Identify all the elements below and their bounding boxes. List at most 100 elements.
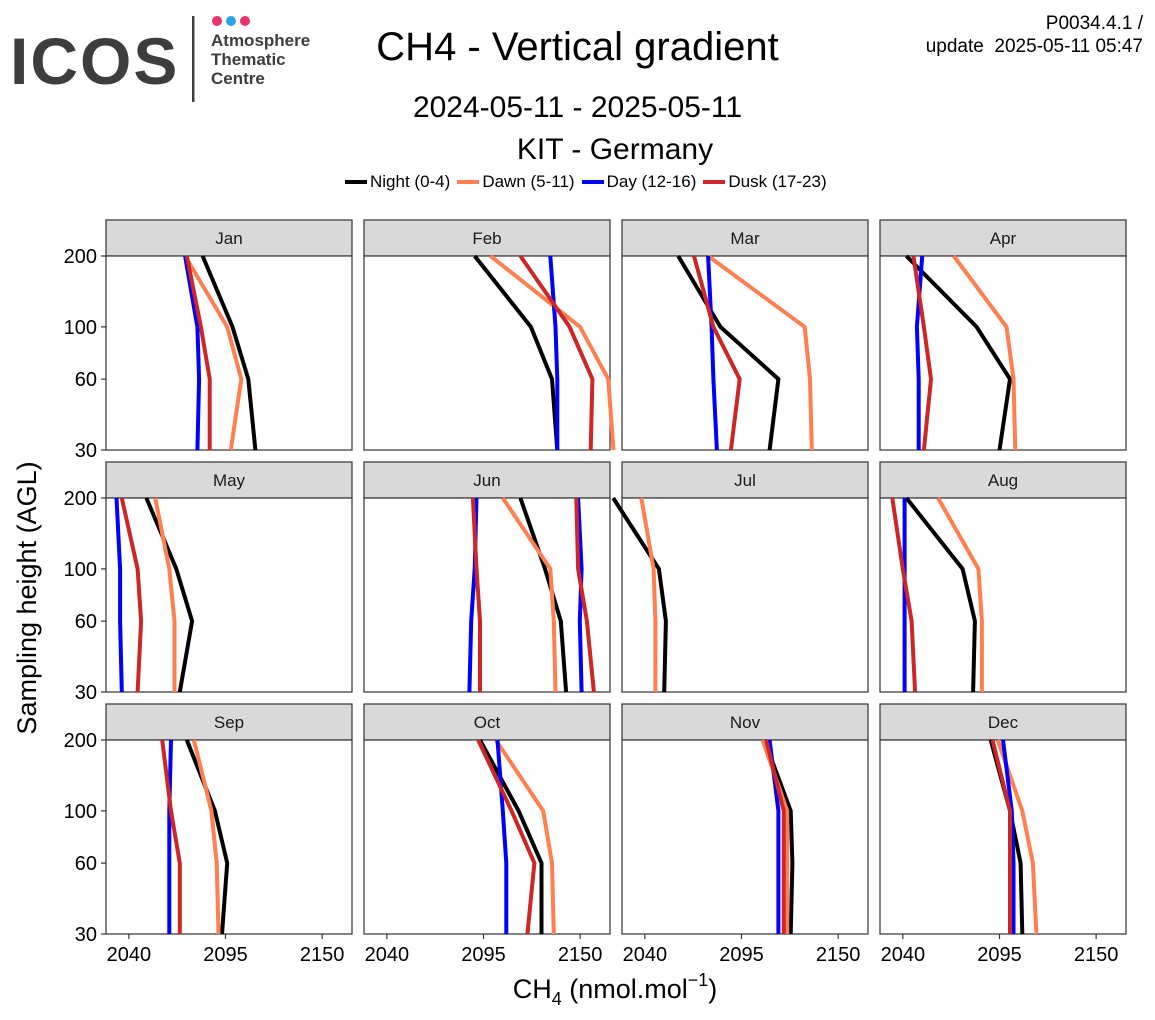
- panel-plot-area: [363, 497, 611, 693]
- series-line-dusk: [890, 497, 918, 693]
- legend-item-dawn: Dawn (5-11): [457, 172, 575, 192]
- logo-centre-line: Thematic: [211, 50, 286, 69]
- legend-item-day: Day (12-16): [581, 172, 696, 192]
- series-line-dawn: [706, 254, 814, 451]
- legend-label: Dawn (5-11): [482, 172, 575, 191]
- panel-month-label: Sep: [214, 713, 244, 732]
- logo-dot: [240, 16, 250, 26]
- chart-legend: Night (0-4) Dawn (5-11) Day (12-16) Dusk (1…: [345, 170, 834, 194]
- series-line-day: [167, 739, 173, 934]
- logo-centre-line: Atmosphere: [211, 31, 310, 50]
- x-tick-label: 2095: [203, 944, 248, 966]
- panel-strip: [105, 461, 353, 499]
- panel-jun: Jun: [363, 461, 611, 693]
- panel-plot-area: [105, 739, 353, 935]
- panel-plot-area: [621, 497, 869, 693]
- panel-plot-area: [363, 739, 611, 935]
- panel-plot-area: [879, 497, 1127, 693]
- panel-strip: [363, 703, 611, 741]
- y-tick-label: 200: [64, 730, 97, 752]
- x-tick-label: 2150: [1074, 944, 1119, 966]
- panel-strip: [105, 219, 353, 257]
- x-tick-label: 2040: [365, 944, 410, 966]
- panel-apr: Apr: [879, 219, 1127, 451]
- series-line-day: [1001, 739, 1016, 934]
- date-range: 2024-05-11 - 2025-05-11: [412, 91, 743, 124]
- panel-month-label: Feb: [472, 229, 501, 248]
- logo-graphic: ICOS Atmosphere Thematic Centre: [10, 16, 310, 102]
- panel-month-label: Mar: [730, 229, 760, 248]
- legend-label: Dusk (17-23): [728, 172, 827, 191]
- y-tick-label: 100: [64, 559, 97, 581]
- y-tick-label: 30: [75, 924, 97, 946]
- x-tick-label: 2150: [300, 944, 345, 966]
- panel-strip: [363, 219, 611, 257]
- series-line-dusk: [470, 497, 482, 692]
- series-line-dusk: [476, 739, 537, 935]
- legend-swatch: [703, 180, 726, 184]
- logo-centre-line: Centre: [211, 69, 265, 88]
- series-line-night: [676, 254, 781, 451]
- panel-month-label: Nov: [730, 713, 761, 732]
- panel-strip: [879, 461, 1127, 499]
- panel-plot-area: [621, 255, 869, 451]
- series-line-day: [706, 255, 719, 451]
- series-line-dawn: [639, 497, 658, 692]
- series-line-day: [183, 255, 202, 451]
- panel-month-label: Jan: [215, 229, 242, 248]
- y-tick-label: 30: [75, 440, 97, 462]
- panel-jan: Jan 30 60 100 200: [64, 219, 353, 462]
- panel-nov: Nov 2040 2095 2150: [621, 703, 869, 966]
- y-tick-label: 60: [75, 853, 97, 875]
- panel-oct: Oct 2040 2095 2150: [363, 703, 611, 966]
- x-tick-label: 2040: [623, 944, 668, 966]
- panel-strip: [879, 703, 1127, 741]
- x-tick-label: 2040: [881, 944, 926, 966]
- series-line-dawn: [995, 739, 1039, 935]
- panel-plot-area: [363, 255, 611, 451]
- series-line-dusk: [160, 739, 182, 934]
- series-line-dawn: [183, 254, 244, 451]
- series-line-night: [200, 255, 258, 451]
- panel-month-label: May: [213, 471, 246, 490]
- series-line-dusk: [119, 497, 144, 693]
- series-line-dusk: [184, 255, 212, 450]
- version-info: P0034.4.1 / update 2025-05-11 05:47: [926, 12, 1143, 58]
- panel-plot-area: [879, 739, 1127, 935]
- series-line-dusk: [692, 255, 742, 451]
- panel-month-label: Dec: [988, 713, 1019, 732]
- series-line-night: [762, 739, 795, 935]
- series-line-dawn: [936, 497, 984, 692]
- y-tick-label: 60: [75, 611, 97, 633]
- logo-dot: [226, 16, 236, 26]
- panel-jul: Jul: [574, 461, 869, 693]
- x-axis-title: CH4 (nmol.mol−1): [513, 970, 718, 1009]
- series-line-dawn: [501, 496, 558, 693]
- x-tick-label: 2040: [107, 944, 152, 966]
- y-axis-title: Sampling height (AGL): [12, 461, 42, 734]
- panel-may: May 30 60 100 200: [64, 461, 353, 704]
- logo-wordmark: ICOS: [10, 24, 179, 98]
- series-line-dusk: [518, 254, 595, 451]
- series-line-dawn: [191, 739, 221, 935]
- panel-strip: [879, 219, 1127, 257]
- logo-divider: [192, 16, 195, 102]
- series-line-night: [611, 496, 668, 693]
- panel-strip: [105, 703, 353, 741]
- series-line-day: [495, 739, 509, 934]
- y-tick-label: 200: [64, 488, 97, 510]
- series-line-night: [904, 254, 1013, 451]
- series-line-dawn: [952, 254, 1018, 451]
- panel-aug: Aug: [879, 461, 1127, 693]
- series-line-dusk: [911, 255, 934, 451]
- icos-logo: ICOS Atmosphere Thematic Centre: [10, 14, 330, 106]
- x-tick-label: 2095: [719, 944, 764, 966]
- legend-swatch: [345, 180, 367, 184]
- panel-dec: Dec 2040 2095 2150: [879, 703, 1127, 966]
- panel-sep: Sep 30 60 100 200 2040 2095 2150: [64, 703, 353, 966]
- panel-month-label: Aug: [988, 471, 1018, 490]
- series-line-night: [904, 496, 977, 693]
- legend-item-night: Night (0-4): [345, 172, 450, 192]
- x-tick-label: 2150: [816, 944, 861, 966]
